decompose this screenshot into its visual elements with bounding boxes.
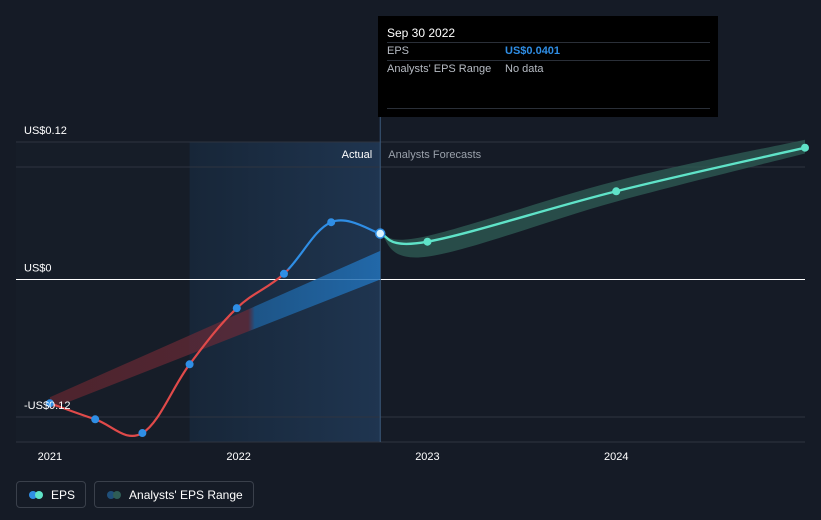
tooltip-date: Sep 30 2022 [387, 26, 456, 40]
forecast-point [612, 187, 621, 196]
x-tick-label: 2023 [415, 451, 439, 463]
legend-range-button[interactable]: Analysts' EPS Range [94, 481, 254, 508]
past-region [16, 142, 190, 442]
tooltip-eps-row: EPS US$0.0401 [387, 42, 710, 60]
range-legend-icon [107, 490, 122, 499]
hover-tooltip: Sep 30 2022 EPS US$0.0401 Analysts' EPS … [378, 16, 718, 117]
eps-point [138, 429, 147, 438]
tooltip-range-value: No data [505, 63, 544, 75]
eps-line-negative [49, 269, 290, 437]
forecast-point [801, 143, 809, 152]
tooltip-eps-label: EPS [387, 45, 410, 57]
forecast-point [423, 237, 432, 246]
eps-point [279, 269, 288, 278]
eps-point [327, 218, 336, 227]
eps-line-positive [286, 219, 381, 270]
chart-legend: EPS Analysts' EPS Range [16, 481, 254, 508]
y-tick-label: -US$0.12 [24, 400, 70, 412]
eps-point [185, 360, 194, 369]
tooltip-range-label: Analysts' EPS Range [387, 63, 492, 75]
eps-point [91, 415, 100, 424]
forecast-line [379, 146, 806, 246]
forecast-label: Analysts Forecasts [388, 149, 481, 161]
y-tick-label: US$0.12 [24, 125, 67, 137]
last-year-shade [189, 142, 381, 442]
actual-label: Actual [342, 149, 373, 161]
legend-eps-label: EPS [51, 487, 76, 502]
tooltip-range-row: Analysts' EPS Range No data [387, 60, 710, 78]
x-tick-label: 2021 [38, 451, 62, 463]
legend-eps-button[interactable]: EPS [16, 481, 87, 508]
y-tick-label: US$0 [24, 263, 52, 275]
eps-point-highlighted [374, 228, 386, 239]
x-tick-label: 2024 [604, 451, 628, 463]
tooltip-eps-value: US$0.0401 [505, 45, 561, 57]
legend-range-label: Analysts' EPS Range [129, 487, 243, 502]
eps-point [45, 399, 54, 408]
x-tick-label: 2022 [226, 451, 250, 463]
tooltip-divider [387, 108, 710, 109]
eps-legend-icon [29, 490, 43, 499]
eps-point [232, 304, 241, 313]
